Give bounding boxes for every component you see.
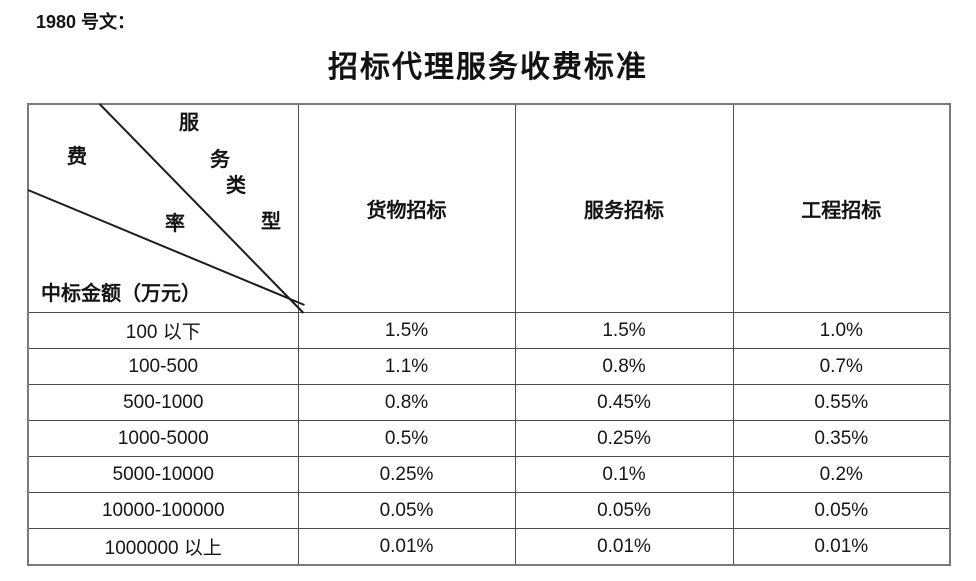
- rate-cell: 0.05%: [297, 492, 516, 529]
- table-row: 5000-10000 0.25% 0.1% 0.2%: [27, 456, 951, 493]
- rate-cell: 0.01%: [732, 528, 951, 566]
- rate-cell: 0.2%: [732, 456, 951, 493]
- doc-number: 1980: [36, 12, 77, 32]
- doc-number-label: 1980 号文：: [36, 8, 135, 34]
- column-header-goods: 货物招标: [297, 103, 516, 313]
- rate-cell: 0.25%: [514, 420, 734, 457]
- rate-cell: 0.8%: [297, 384, 516, 421]
- table-row: 1000-5000 0.5% 0.25% 0.35%: [27, 420, 951, 457]
- corner-label-amount: 中标金额（万元）: [41, 283, 201, 305]
- table-row: 100 以下 1.5% 1.5% 1.0%: [27, 312, 951, 349]
- rate-cell: 0.05%: [514, 492, 734, 529]
- amount-range-cell: 1000000 以上: [27, 528, 299, 566]
- rate-cell: 0.5%: [297, 420, 516, 457]
- rate-cell: 0.55%: [732, 384, 951, 421]
- corner-label-service-type-char: 服: [179, 112, 199, 134]
- fee-table-body: 服 务 类 型 费 率 中标金额（万元） 货物招标 服务招标 工程招标 100 …: [27, 103, 951, 566]
- column-header-engineering: 工程招标: [732, 103, 951, 313]
- amount-range-cell: 500-1000: [27, 384, 299, 421]
- rate-cell: 0.1%: [514, 456, 734, 493]
- rate-cell: 0.05%: [732, 492, 951, 529]
- rate-cell: 1.1%: [297, 348, 516, 385]
- table-row: 10000-100000 0.05% 0.05% 0.05%: [27, 492, 951, 529]
- amount-range-cell: 5000-10000: [27, 456, 299, 493]
- corner-label-service-type-char: 类: [226, 175, 246, 197]
- amount-range-cell: 1000-5000: [27, 420, 299, 457]
- table-row: 500-1000 0.8% 0.45% 0.55%: [27, 384, 951, 421]
- rate-cell: 1.5%: [514, 312, 734, 349]
- amount-range-cell: 10000-100000: [27, 492, 299, 529]
- rate-cell: 0.01%: [297, 528, 516, 566]
- amount-range-cell: 100 以下: [27, 312, 299, 349]
- rate-cell: 0.25%: [297, 456, 516, 493]
- table-row: 100-500 1.1% 0.8% 0.7%: [27, 348, 951, 385]
- corner-label-rate-char: 费: [67, 146, 87, 168]
- doc-number-suffix: 号文：: [81, 12, 136, 32]
- fee-table: 服 务 类 型 费 率 中标金额（万元） 货物招标 服务招标 工程招标 100 …: [27, 103, 951, 566]
- corner-label-service-type-char: 型: [261, 211, 281, 233]
- rate-cell: 0.8%: [514, 348, 734, 385]
- table-corner-cell: 服 务 类 型 费 率 中标金额（万元）: [27, 103, 305, 314]
- page-title: 招标代理服务收费标准: [328, 51, 648, 84]
- corner-label-service-type-char: 务: [210, 149, 230, 171]
- corner-label-rate-char: 率: [165, 213, 185, 235]
- amount-range-cell: 100-500: [27, 348, 299, 385]
- diagonal-lines: [27, 103, 305, 314]
- column-header-services: 服务招标: [514, 103, 734, 313]
- rate-cell: 0.35%: [732, 420, 951, 457]
- rate-cell: 0.7%: [732, 348, 951, 385]
- rate-cell: 1.0%: [732, 312, 951, 349]
- rate-cell: 0.01%: [514, 528, 734, 566]
- rate-cell: 0.45%: [514, 384, 734, 421]
- rate-cell: 1.5%: [297, 312, 516, 349]
- table-row: 1000000 以上 0.01% 0.01% 0.01%: [27, 528, 951, 566]
- table-header-row: 服 务 类 型 费 率 中标金额（万元） 货物招标 服务招标 工程招标: [27, 103, 951, 314]
